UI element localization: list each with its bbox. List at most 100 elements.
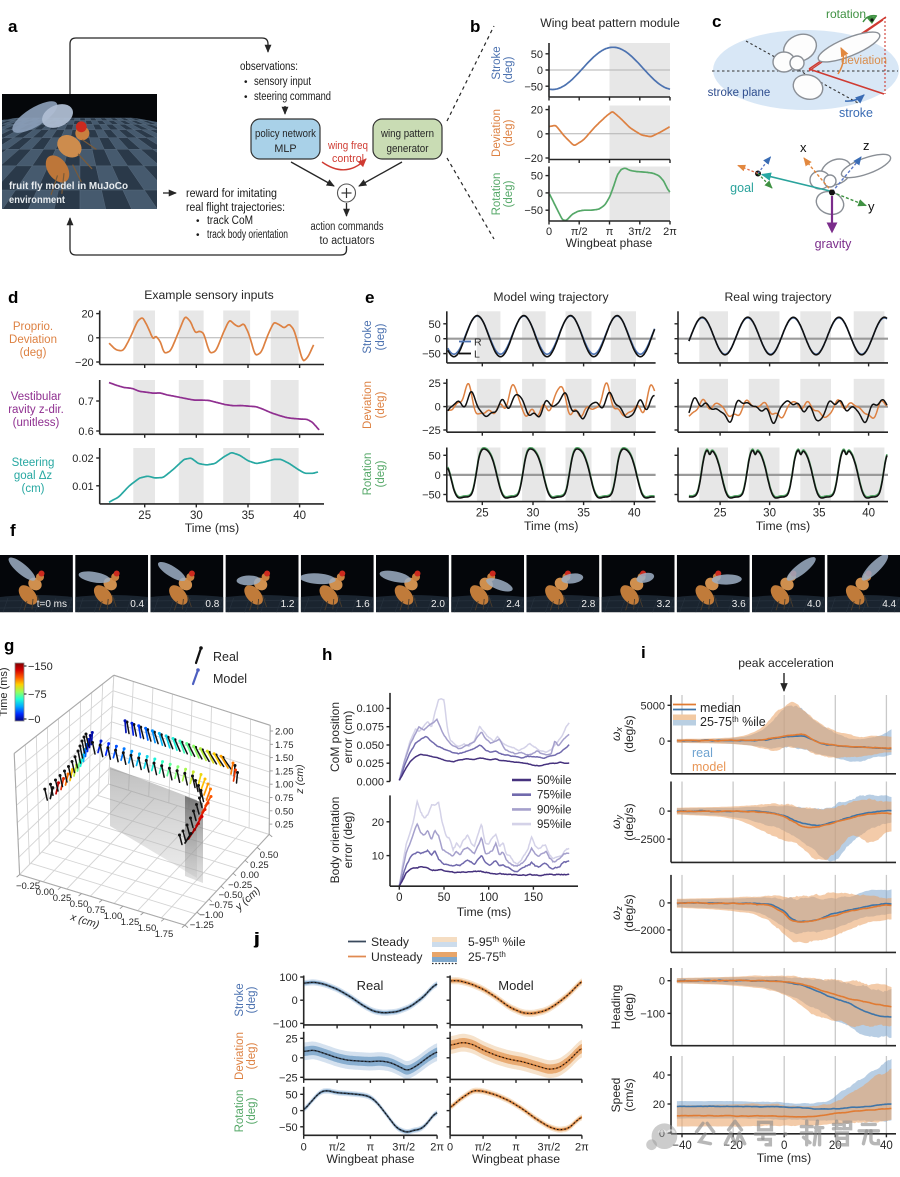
- svg-text:1.6: 1.6: [356, 599, 370, 610]
- svg-text:30: 30: [527, 508, 540, 520]
- svg-text:0.25: 0.25: [275, 820, 294, 831]
- svg-text:50: 50: [429, 319, 441, 331]
- svg-text:Model: Model: [213, 672, 247, 686]
- svg-text:−2000: −2000: [634, 925, 665, 937]
- svg-text:−1.00: −1.00: [199, 910, 223, 921]
- svg-text:3π/2: 3π/2: [392, 1141, 415, 1153]
- svg-text:peak acceleration: peak acceleration: [738, 656, 834, 670]
- svg-text:4.4: 4.4: [882, 599, 896, 610]
- svg-text:3.6: 3.6: [732, 599, 746, 610]
- svg-text:0: 0: [659, 736, 665, 748]
- svg-text:−2500: −2500: [634, 834, 665, 846]
- svg-text:(deg): (deg): [503, 180, 515, 207]
- svg-text:40: 40: [653, 1070, 665, 1082]
- svg-text:Wingbeat phase: Wingbeat phase: [472, 1152, 560, 1166]
- svg-text:0: 0: [659, 976, 665, 988]
- svg-text:0: 0: [435, 470, 441, 482]
- svg-text:3π/2: 3π/2: [628, 226, 651, 238]
- svg-text:Wing beat pattern module: Wing beat pattern module: [540, 16, 680, 30]
- svg-text:100: 100: [279, 972, 297, 984]
- svg-text:0: 0: [301, 1141, 307, 1153]
- svg-text:0.25: 0.25: [250, 860, 269, 871]
- svg-text:0.50: 0.50: [260, 850, 279, 861]
- svg-text:−50: −50: [279, 1122, 298, 1134]
- svg-text:0.01: 0.01: [72, 481, 93, 493]
- svg-text:Deviation: Deviation: [9, 334, 57, 346]
- svg-text:Time (ms): Time (ms): [757, 1151, 811, 1165]
- svg-text:0.100: 0.100: [356, 703, 384, 715]
- svg-text:Stroke: Stroke: [234, 983, 246, 1016]
- svg-text:−0.25: −0.25: [16, 881, 40, 892]
- svg-text:3.2: 3.2: [657, 599, 671, 610]
- svg-text:0.00: 0.00: [241, 870, 260, 881]
- svg-text:0.6: 0.6: [78, 426, 93, 438]
- svg-text:50: 50: [285, 1089, 297, 1101]
- svg-text:track body orientation: track body orientation: [207, 229, 288, 241]
- svg-text:environment: environment: [9, 194, 65, 206]
- svg-text:(cm/s): (cm/s): [622, 1078, 636, 1111]
- svg-text:0.75: 0.75: [275, 793, 294, 804]
- svg-text:Time (ms): Time (ms): [457, 905, 511, 919]
- svg-text:t=0 ms: t=0 ms: [37, 599, 67, 610]
- svg-text:2.8: 2.8: [581, 599, 595, 610]
- svg-text:wing pattern: wing pattern: [380, 128, 434, 140]
- svg-text:40: 40: [862, 508, 875, 520]
- svg-text:c: c: [712, 12, 721, 31]
- svg-text:(deg/s): (deg/s): [622, 803, 636, 840]
- svg-text:0: 0: [537, 65, 543, 77]
- svg-text:gravity: gravity: [815, 237, 853, 251]
- svg-text:150: 150: [524, 892, 543, 904]
- svg-text:0.000: 0.000: [356, 776, 384, 788]
- svg-text:−0.50: −0.50: [219, 890, 243, 901]
- svg-text:25: 25: [476, 508, 489, 520]
- svg-text:2π: 2π: [575, 1141, 589, 1153]
- svg-text:0: 0: [292, 1053, 298, 1065]
- svg-text:(deg/s): (deg/s): [622, 715, 636, 752]
- svg-text:Real wing trajectory: Real wing trajectory: [724, 290, 832, 304]
- svg-text:0: 0: [435, 334, 441, 346]
- svg-text:stroke: stroke: [839, 106, 873, 120]
- svg-text:25: 25: [714, 508, 727, 520]
- svg-text:0: 0: [537, 188, 543, 200]
- svg-text:0.8: 0.8: [205, 599, 219, 610]
- svg-text:0.00: 0.00: [36, 887, 55, 898]
- svg-text:20: 20: [653, 1099, 665, 1111]
- svg-text:π: π: [367, 1141, 375, 1153]
- svg-text:Heading: Heading: [609, 985, 623, 1030]
- svg-text:−1.25: −1.25: [190, 920, 214, 931]
- svg-text:Time (ms): Time (ms): [524, 519, 578, 533]
- svg-text:−0.75: −0.75: [209, 900, 233, 911]
- svg-text:0.050: 0.050: [356, 740, 384, 752]
- svg-text:policy network: policy network: [255, 128, 317, 140]
- svg-text:wing freq: wing freq: [327, 140, 368, 152]
- svg-text:π: π: [512, 1141, 520, 1153]
- svg-text:−75: −75: [28, 689, 47, 701]
- svg-text:goal Δz: goal Δz: [14, 470, 53, 482]
- svg-text:0.7: 0.7: [78, 396, 93, 408]
- svg-text:deviation: deviation: [841, 55, 887, 67]
- svg-text:(deg): (deg): [246, 1042, 258, 1069]
- svg-text:Stroke: Stroke: [362, 320, 374, 353]
- svg-text:0.75: 0.75: [87, 905, 106, 916]
- svg-text:R: R: [474, 337, 482, 349]
- svg-text:50%ile: 50%ile: [537, 775, 572, 787]
- svg-text:30: 30: [763, 508, 776, 520]
- svg-text:Deviation: Deviation: [491, 109, 503, 157]
- svg-text:0.02: 0.02: [72, 453, 93, 465]
- svg-text:4.0: 4.0: [807, 599, 821, 610]
- svg-text:Wingbeat phase: Wingbeat phase: [326, 1152, 414, 1166]
- svg-text:−40: −40: [672, 1140, 692, 1152]
- svg-text:20: 20: [372, 817, 384, 829]
- svg-text:action commands: action commands: [311, 221, 384, 233]
- svg-text:(deg): (deg): [375, 460, 387, 487]
- svg-text:f: f: [10, 521, 16, 540]
- svg-text:Proprio.: Proprio.: [13, 321, 53, 333]
- svg-text:•: •: [244, 77, 248, 88]
- svg-text:error (deg): error (deg): [341, 812, 355, 869]
- svg-text:1.25: 1.25: [121, 917, 140, 928]
- svg-text:0: 0: [396, 892, 402, 904]
- svg-text:(cm): (cm): [22, 483, 45, 495]
- svg-text:0.50: 0.50: [275, 806, 294, 817]
- svg-text:0.4: 0.4: [130, 599, 144, 610]
- svg-text:z: z: [863, 138, 870, 153]
